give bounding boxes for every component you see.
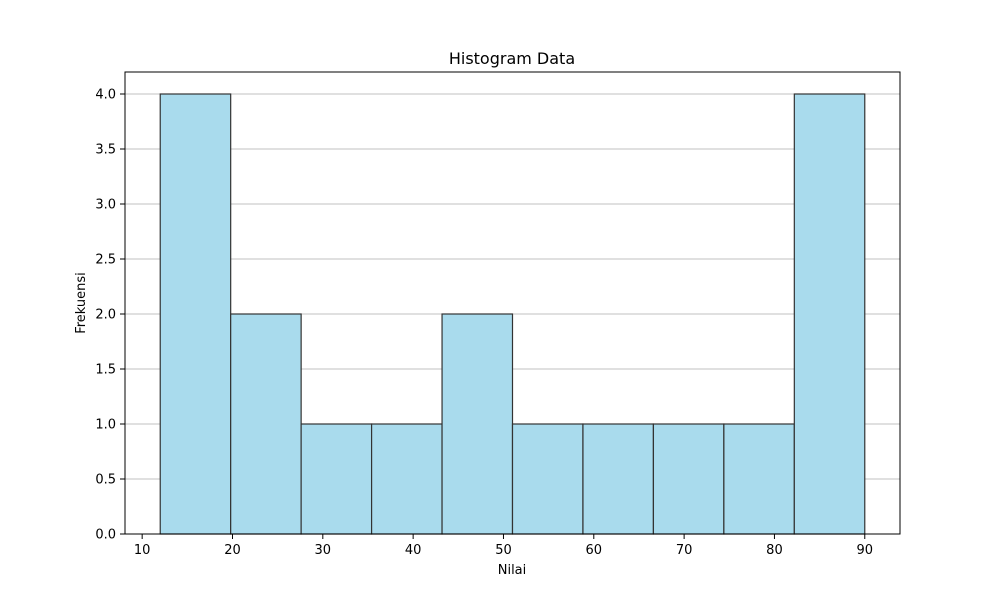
x-axis-ticks: 10 20 30 40 50 60 70 80 90 xyxy=(134,534,873,558)
y-tick-label: 2.5 xyxy=(95,253,116,268)
x-tick-label: 40 xyxy=(405,543,422,558)
x-tick-label: 10 xyxy=(134,543,151,558)
x-axis-label: Nilai xyxy=(498,563,527,578)
histogram-bar xyxy=(652,423,725,535)
histogram-bar xyxy=(441,313,514,535)
x-tick-label: 80 xyxy=(766,543,783,558)
x-tick-label: 60 xyxy=(586,543,603,558)
x-tick-label: 50 xyxy=(495,543,512,558)
y-tick-label: 0.0 xyxy=(95,528,116,543)
histogram-bar xyxy=(723,423,795,535)
y-axis-label: Frekuensi xyxy=(74,272,89,334)
y-tick-label: 1.0 xyxy=(95,418,116,433)
y-axis-ticks: 0.0 0.5 1.0 1.5 2.0 2.5 3.0 3.5 4.0 xyxy=(95,88,125,543)
y-tick-label: 1.5 xyxy=(95,363,116,378)
histogram-bar xyxy=(511,423,584,535)
x-tick-label: 70 xyxy=(676,543,693,558)
y-tick-label: 2.0 xyxy=(95,308,116,323)
x-tick-label: 90 xyxy=(856,543,873,558)
x-tick-label: 20 xyxy=(224,543,241,558)
histogram-bars xyxy=(159,93,866,535)
chart-title: Histogram Data xyxy=(449,49,575,68)
y-tick-label: 3.0 xyxy=(95,198,116,213)
histogram-bar xyxy=(230,313,302,535)
y-tick-label: 4.0 xyxy=(95,88,116,103)
histogram-bar xyxy=(370,423,443,535)
y-tick-label: 0.5 xyxy=(95,473,116,488)
histogram-bar xyxy=(793,93,866,535)
x-tick-label: 30 xyxy=(315,543,332,558)
histogram-bar xyxy=(582,423,655,535)
histogram-bar xyxy=(300,423,373,535)
plot-frame xyxy=(124,71,901,535)
y-tick-label: 3.5 xyxy=(95,143,116,158)
histogram-bar xyxy=(159,93,232,535)
